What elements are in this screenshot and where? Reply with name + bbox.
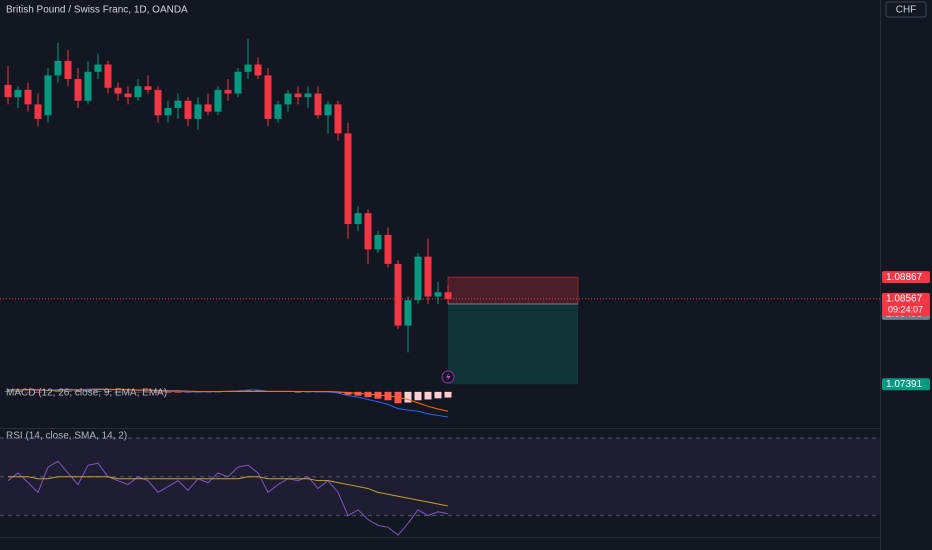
candle-body bbox=[14, 89, 22, 98]
candle-body bbox=[304, 93, 312, 98]
macd-histogram-bar bbox=[124, 391, 132, 393]
macd-histogram-bar bbox=[164, 391, 172, 393]
macd-histogram-bar bbox=[64, 391, 72, 392]
candle-body bbox=[174, 100, 182, 109]
candle-body bbox=[334, 104, 342, 134]
candle-body bbox=[64, 60, 72, 80]
candle-body bbox=[74, 79, 82, 101]
price-tag bbox=[882, 292, 930, 316]
macd-histogram-bar bbox=[334, 391, 342, 393]
candle-body bbox=[394, 263, 402, 326]
macd-histogram-bar bbox=[294, 391, 302, 393]
candle-body bbox=[24, 89, 32, 105]
price-tag bbox=[882, 378, 930, 391]
currency-button[interactable] bbox=[885, 1, 927, 18]
candle-body bbox=[264, 75, 272, 119]
macd-histogram-bar bbox=[214, 391, 222, 393]
candle-body bbox=[404, 300, 412, 326]
macd-histogram-bar bbox=[424, 391, 432, 400]
candle-body bbox=[314, 93, 322, 116]
macd-histogram-bar bbox=[414, 391, 422, 401]
macd-histogram-bar bbox=[14, 391, 22, 392]
macd-histogram-bar bbox=[344, 391, 352, 395]
indicator-panes: MACD (12, 26, close, 9, EMA, EMA) RSI (14… bbox=[0, 388, 880, 536]
macd-histogram-bar bbox=[24, 391, 32, 393]
candle-body bbox=[274, 104, 282, 119]
candle-body bbox=[124, 93, 132, 98]
event-marker[interactable] bbox=[441, 370, 455, 384]
macd-histogram-bar bbox=[144, 391, 152, 393]
rsi-title: RSI (14, close, SMA, 14, 2) bbox=[6, 431, 127, 442]
candle-body bbox=[424, 256, 432, 297]
candle-body bbox=[244, 64, 252, 72]
macd-histogram-bar bbox=[74, 391, 82, 392]
candle-body bbox=[354, 213, 362, 225]
candle-body bbox=[114, 87, 122, 94]
countdown: 09:24:07 bbox=[888, 304, 923, 314]
macd-histogram-bar bbox=[444, 391, 452, 398]
candle-body bbox=[414, 256, 422, 301]
candle-body bbox=[54, 60, 62, 76]
signal-line bbox=[7, 389, 449, 412]
candle-body bbox=[44, 75, 52, 116]
target-zone bbox=[448, 303, 578, 385]
candle-body bbox=[324, 104, 332, 116]
event-bolt bbox=[446, 373, 451, 381]
macd-histogram-bar bbox=[54, 391, 62, 392]
macd-title: MACD (12, 26, close, 9, EMA, EMA) bbox=[6, 388, 167, 399]
candle-body bbox=[374, 234, 382, 250]
price-tag-label: 1.08567 bbox=[886, 294, 923, 305]
price-tag-label: 1.08867 bbox=[886, 272, 923, 283]
candle-body bbox=[294, 93, 302, 98]
macd-histogram-bar bbox=[34, 391, 42, 393]
macd-histogram-bar bbox=[84, 391, 92, 392]
candle-body bbox=[4, 84, 12, 98]
candle-body bbox=[254, 64, 262, 76]
candle-body bbox=[384, 234, 392, 264]
candle-body bbox=[344, 133, 352, 225]
candle-body bbox=[94, 64, 102, 72]
candle-body bbox=[434, 292, 442, 297]
candle-body bbox=[194, 104, 202, 119]
stop-zone bbox=[447, 276, 579, 305]
candle-body bbox=[154, 89, 162, 116]
macd-histogram-bar bbox=[114, 391, 122, 393]
candle-body bbox=[84, 71, 92, 101]
candle-body bbox=[364, 213, 372, 250]
candle-body bbox=[214, 89, 222, 112]
rsi-ma-line bbox=[8, 476, 449, 507]
candle-body bbox=[234, 71, 242, 94]
macd-histogram-bar bbox=[134, 391, 142, 393]
price-tag-label: 1.07391 bbox=[886, 379, 923, 390]
currency[interactable]: CHF bbox=[896, 5, 917, 16]
candle-body bbox=[184, 100, 192, 119]
symbol-title: British Pound / Swiss Franc, 1D, OANDA bbox=[6, 5, 188, 16]
macd-histogram-bar bbox=[44, 391, 52, 393]
candle-body bbox=[104, 64, 112, 88]
candle-body bbox=[224, 89, 232, 94]
macd-histogram-bar bbox=[94, 391, 102, 392]
candle-body bbox=[204, 104, 212, 112]
candle-body bbox=[164, 108, 172, 116]
price-tag bbox=[882, 271, 930, 284]
candle-body bbox=[134, 86, 142, 98]
macd-histogram-bar bbox=[304, 391, 312, 393]
macd-histogram-bar bbox=[104, 391, 112, 392]
rsi-line bbox=[7, 460, 449, 536]
macd-histogram-bar bbox=[154, 391, 162, 393]
macd-histogram-bar bbox=[404, 391, 412, 403]
candle-body bbox=[34, 104, 42, 119]
macd-histogram-bar bbox=[434, 391, 442, 399]
macd-histogram-bar bbox=[174, 391, 182, 393]
price-pane bbox=[0, 39, 880, 385]
candle-body bbox=[144, 86, 152, 90]
macd-histogram-bar bbox=[4, 391, 12, 392]
candle-body bbox=[284, 93, 292, 105]
